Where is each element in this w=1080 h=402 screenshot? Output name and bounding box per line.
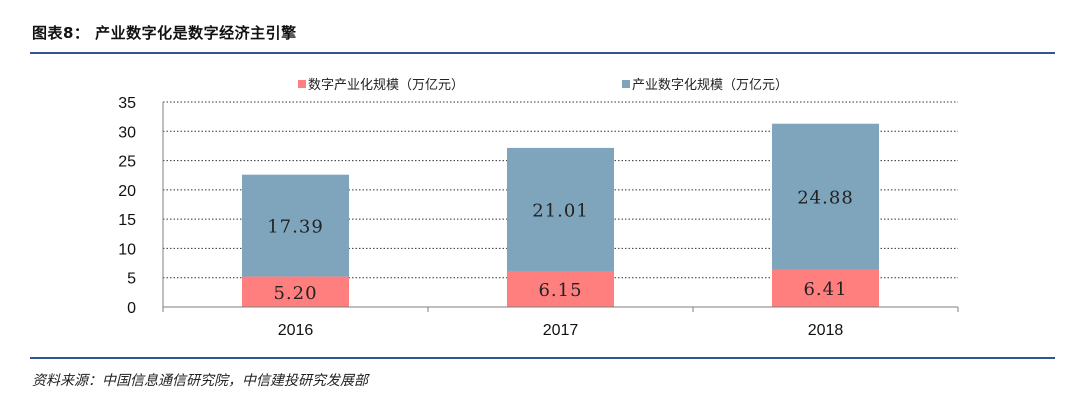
y-tick-label: 30: [118, 124, 136, 141]
x-tick-label: 2016: [278, 322, 314, 339]
chart-legend: 数字产业化规模（万亿元） 产业数字化规模（万亿元）: [298, 78, 788, 93]
bar-segment-industrial-digitalization: [242, 174, 349, 277]
x-tick-label: 2018: [808, 322, 844, 339]
y-tick-label: 15: [118, 212, 136, 229]
legend-swatch-industrial-digitalization: [622, 80, 630, 88]
y-tick-label: 25: [118, 154, 136, 171]
legend-label: 数字产业化规模（万亿元）: [308, 78, 464, 93]
data-label: 24.88: [797, 188, 854, 209]
title-rule: [30, 52, 1055, 54]
y-tick-label: 20: [118, 183, 136, 200]
legend-swatch-digital-industrialization: [298, 80, 306, 88]
y-axis: 0 5 10 15 20 25 30 35: [118, 95, 164, 317]
x-axis: 2016 2017 2018: [162, 306, 959, 339]
data-label: 17.39: [267, 217, 324, 238]
bar-segment-industrial-digitalization: [772, 123, 879, 270]
y-tick-label: 35: [118, 95, 136, 112]
bar-segment-industrial-digitalization: [507, 147, 614, 271]
bar-segment-digital-industrialization: [772, 269, 879, 307]
y-tick-label: 10: [118, 241, 136, 258]
y-tick-label: 5: [127, 271, 136, 288]
data-label: 6.41: [803, 279, 847, 300]
x-tick-label: 2017: [543, 322, 579, 339]
bar-segment-digital-industrialization: [242, 276, 349, 307]
bar-segment-digital-industrialization: [507, 270, 614, 307]
source-rule: [30, 357, 1055, 359]
legend-label: 产业数字化规模（万亿元）: [632, 78, 788, 93]
data-label: 21.01: [532, 200, 589, 221]
chart-bars: 5.20 17.39 6.15 21.01 6.41 24.88: [242, 123, 879, 307]
figure-title: 图表8： 产业数字化是数字经济主引擎: [32, 24, 297, 42]
data-label: 6.15: [538, 280, 582, 301]
y-tick-label: 0: [127, 300, 136, 317]
source-note: 资料来源：中国信息通信研究院，中信建投研究发展部: [32, 373, 368, 389]
data-label: 5.20: [273, 283, 317, 304]
